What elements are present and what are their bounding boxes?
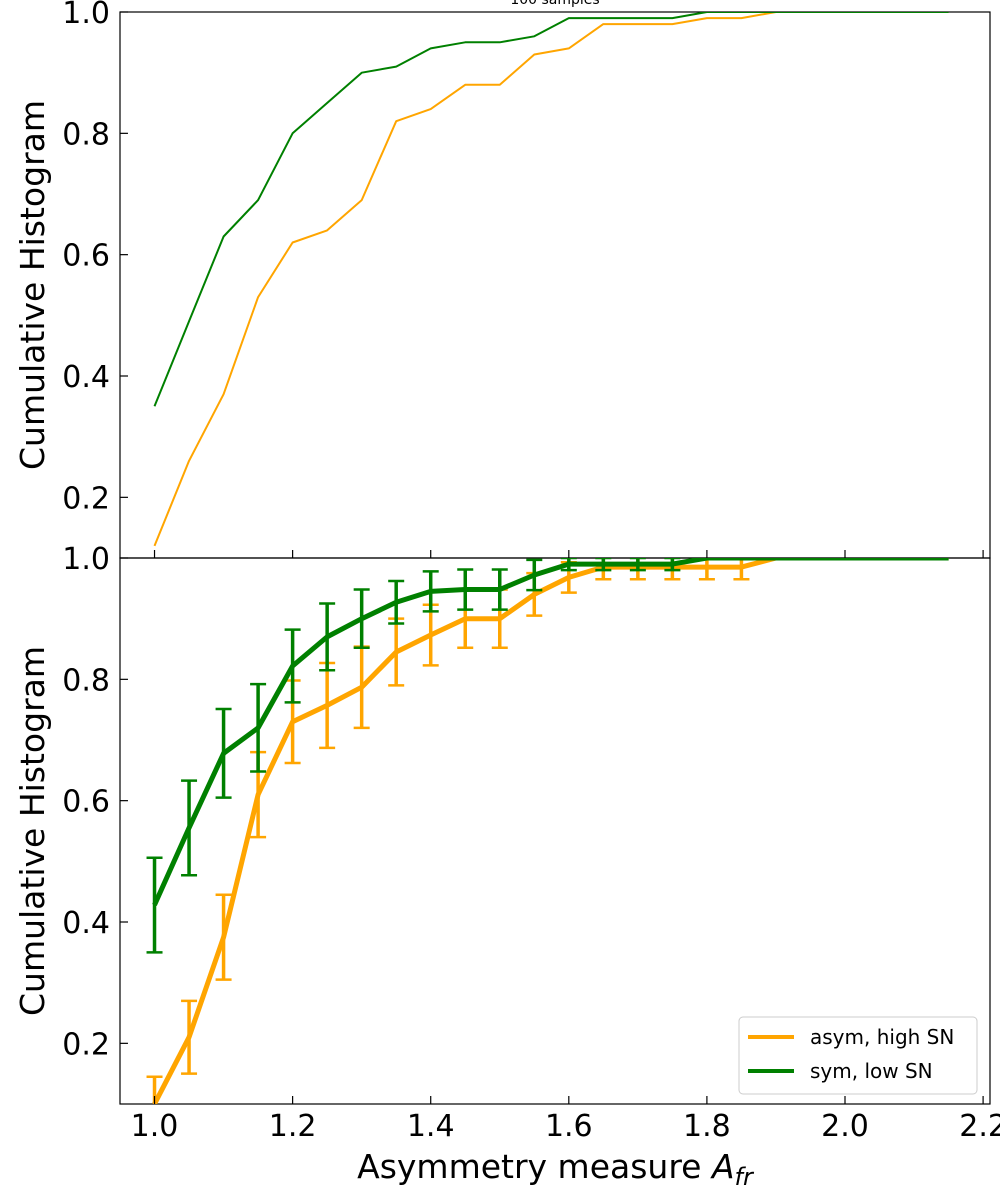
bottom-y-axis-label: Cumulative Histogram: [13, 646, 52, 1016]
x-tick-label: 1.2: [269, 1109, 317, 1144]
x-axis-label: Asymmetry measure Afr: [357, 1147, 755, 1191]
legend: asym, high SN sym, low SN: [738, 1016, 978, 1095]
bottom-y-tick-label: 0.8: [62, 663, 110, 698]
top-y-tick-label: 1.0: [62, 0, 110, 31]
series-line-series-1: [153, 12, 949, 407]
top-y-tick-label: 0.6: [62, 239, 110, 274]
bottom-y-tick-label: 0.6: [62, 785, 110, 820]
x-axis-label-symbol: A: [710, 1147, 735, 1186]
x-axis-label-subscript: fr: [735, 1163, 755, 1191]
x-tick-label: 2.0: [821, 1109, 869, 1144]
series-line-asym-high-sn: [152, 558, 949, 1104]
series-line-sym-low-sn: [152, 558, 949, 907]
x-tick-label: 1.4: [407, 1109, 455, 1144]
bottom-axes-frame: [119, 557, 991, 1105]
legend-box: [738, 1016, 978, 1095]
x-tick-label: 2.2: [959, 1109, 1000, 1144]
top-axes-frame: [119, 11, 991, 559]
x-tick-label: 1.8: [683, 1109, 731, 1144]
x-tick-label: 1.0: [131, 1109, 179, 1144]
top-y-axis-label: Cumulative Histogram: [13, 100, 52, 470]
x-axis-label-text: Asymmetry measure: [357, 1147, 712, 1186]
top-annotation: 100 samples: [510, 0, 599, 8]
bottom-ticks: 0.2 0.4 0.6 0.8 1.0 1.0 1.2 1.4 1.6 1.8 2.0 2.2: [62, 542, 1000, 1144]
bottom-y-tick-label: 0.4: [62, 906, 110, 941]
legend-label-asym-high-sn: asym, high SN: [810, 1025, 954, 1049]
top-y-tick-label: 0.8: [62, 117, 110, 152]
bottom-y-tick-label: 1.0: [62, 542, 110, 577]
x-tick-label: 1.6: [545, 1109, 593, 1144]
top-series-lines: [153, 12, 949, 547]
legend-label-sym-low-sn: sym, low SN: [810, 1059, 933, 1083]
top-y-tick-label: 0.2: [62, 481, 110, 516]
top-y-tick-label: 0.4: [62, 360, 110, 395]
series-line-series-0: [153, 12, 949, 547]
bottom-y-tick-label: 0.2: [62, 1027, 110, 1062]
bottom-panel: 0.2 0.4 0.6 0.8 1.0 1.0 1.2 1.4 1.6 1.8 2.0 2.2 Cum…: [13, 542, 1000, 1191]
bottom-series-lines: [146, 558, 949, 1104]
top-panel: 0.2 0.4 0.6 0.8 1.0 100 samples Cumulative H…: [13, 0, 991, 559]
top-ticks: 0.2 0.4 0.6 0.8 1.0: [62, 0, 984, 558]
